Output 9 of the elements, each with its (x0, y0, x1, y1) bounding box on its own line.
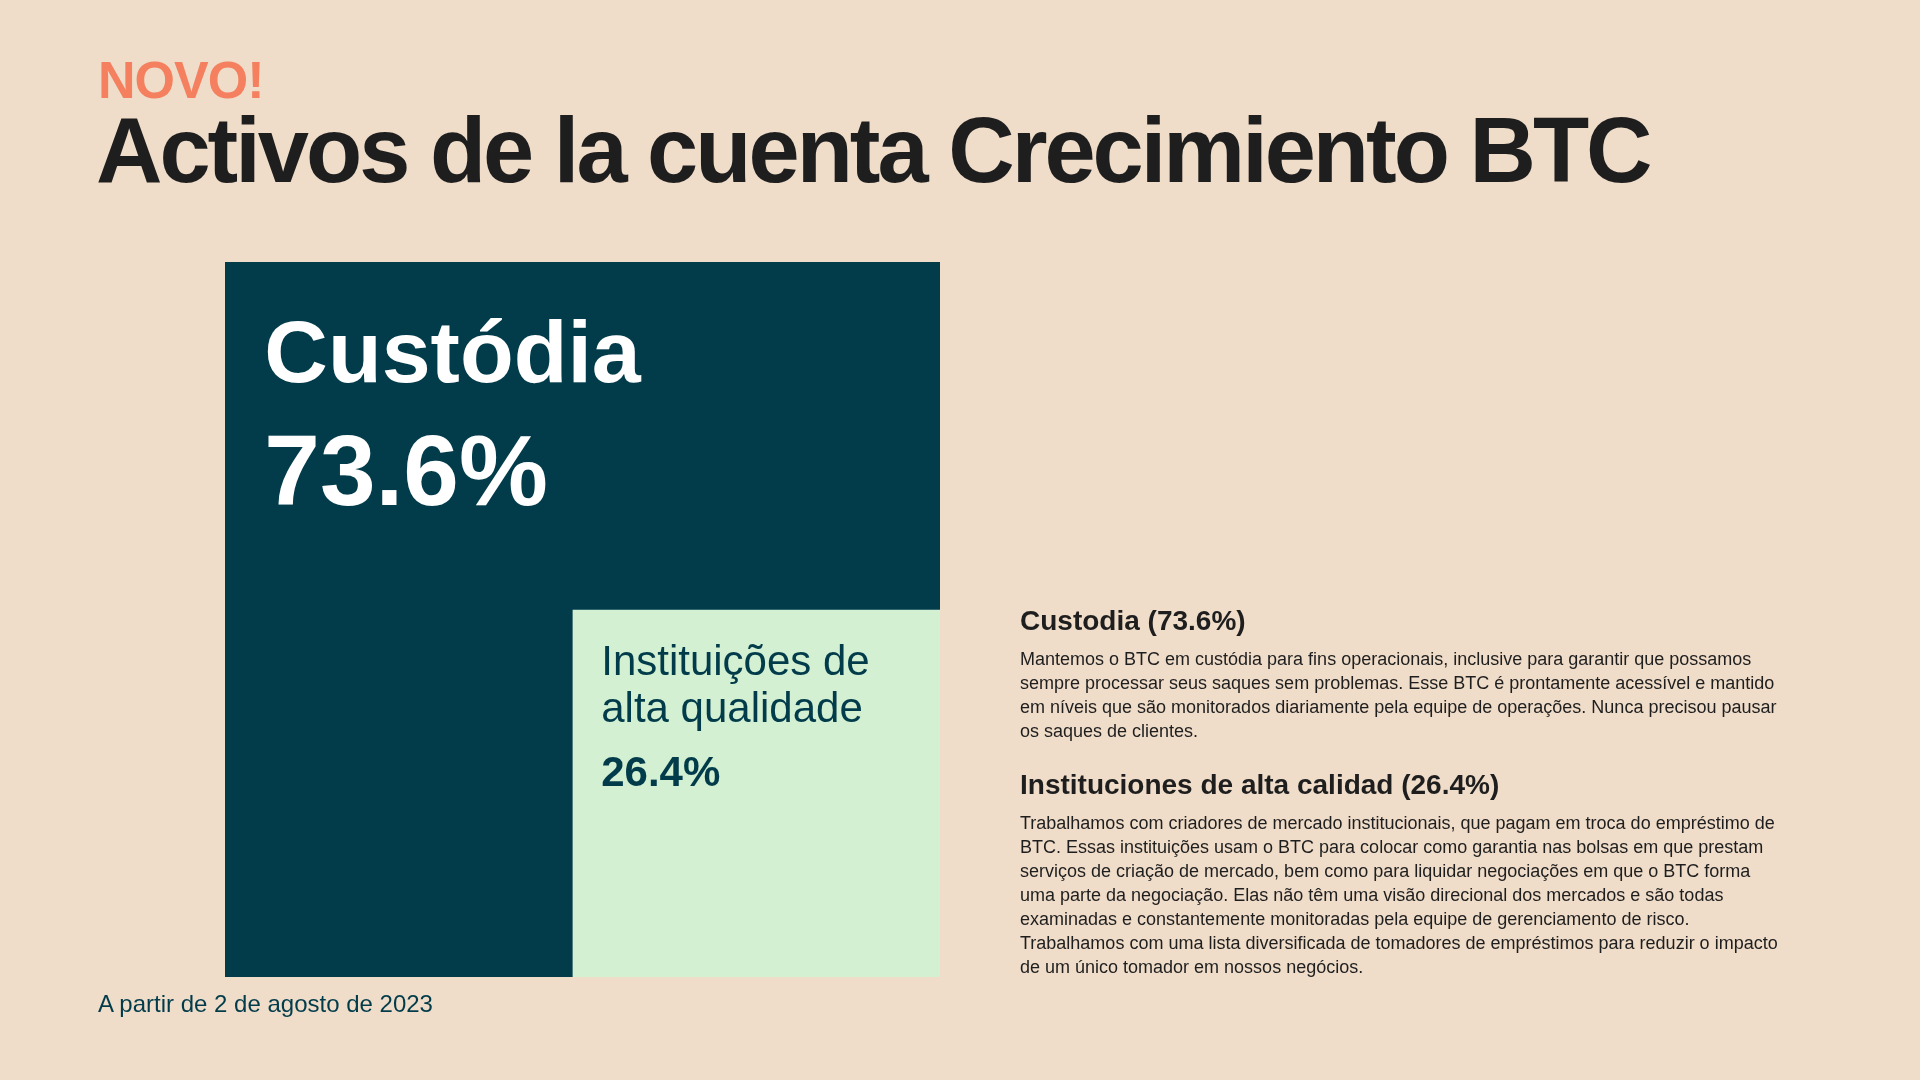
text: Custodia (73.6%) (1020, 605, 1247, 637)
text: Trabalhamos com criadores de mercado institucionais, que pagam em troca do empréstimo de BTC. Essas instituições usam o BTC para colocar como garantia nas bolsas em que prestam serviços de criação de mercado, bem como para liquidar negociações em que o BTC forma uma parte da negociação. Elas não têm uma visão direcional dos mercados e são todas examinadas e constantemente monitoradas pela equipe de gerenciamento de risco. Trabalhamos com uma lista diversificada de tomadores de empréstimos para reduzir o impacto de um único tomador em nossos negócios. (1020, 812, 1779, 979)
text: Instituciones de alta calidad (26.4%) (1020, 769, 1501, 801)
category-label: Instituições de alta qualidade (601, 636, 870, 731)
category-label: Custódia (264, 302, 642, 402)
text: Mantemos o BTC em custódia para fins operacionais, inclusive para garantir que possamos sempre processar seus saques sem problemas. Esse BTC é prontamente acessível e mantido em níveis que são monitorados diariamente pela equipe de operações. Nunca precisou pausar os saques de clientes. (1020, 648, 1778, 743)
data-label: 73.6% (264, 414, 548, 527)
text: A partir de 2 de agosto de 2023 (98, 990, 433, 1018)
data-label: 26.4% (601, 747, 721, 795)
